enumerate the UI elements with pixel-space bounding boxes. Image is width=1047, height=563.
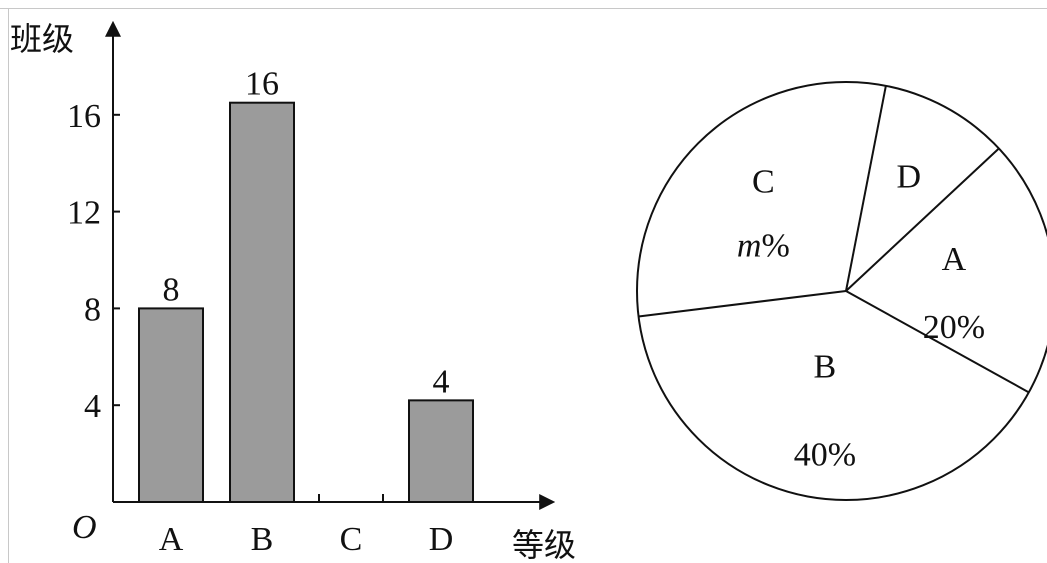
frame-left-border bbox=[8, 8, 9, 563]
pie-slice-D bbox=[845, 147, 1000, 292]
pie-value-B: 40% bbox=[794, 437, 856, 474]
y-tick-label: 4 bbox=[84, 388, 101, 425]
y-tick-label: 12 bbox=[67, 195, 101, 232]
pie-slice-A bbox=[845, 290, 1030, 394]
data-label-B: 16 bbox=[245, 66, 279, 103]
pie-value-C: m% bbox=[737, 227, 790, 264]
x-tick-label-D: D bbox=[429, 521, 454, 558]
y-tick-label: 16 bbox=[67, 98, 101, 135]
pie-slice-borders bbox=[638, 85, 1030, 394]
bar-B bbox=[229, 101, 295, 503]
x-axis-label: 等级 bbox=[512, 526, 576, 563]
x-tick-label-B: B bbox=[251, 521, 274, 558]
bar-A bbox=[138, 307, 204, 503]
pie-label-D: D bbox=[897, 159, 922, 196]
pie-label-B: B bbox=[814, 349, 837, 386]
x-ticks: A B C D bbox=[159, 494, 454, 558]
pie-labels: A 20% D Cm% B 40% bbox=[737, 159, 985, 474]
bar-chart: 班级 等级 O 4 8 12 16 8 16 4 A B C D bbox=[10, 20, 576, 563]
bar-D bbox=[408, 399, 474, 503]
pie-value-A: 20% bbox=[923, 309, 985, 346]
pie-label-C: C bbox=[752, 163, 775, 200]
data-label-A: 8 bbox=[163, 271, 180, 308]
y-tick-label: 8 bbox=[84, 291, 101, 328]
origin-label: O bbox=[72, 509, 97, 546]
pie-outline bbox=[636, 81, 1047, 501]
data-label-D: 4 bbox=[433, 363, 450, 400]
pie-chart: A 20% D Cm% B 40% bbox=[636, 81, 1047, 501]
x-tick-label-C: C bbox=[340, 521, 363, 558]
frame-top-border bbox=[0, 8, 1047, 9]
pie-slice-B bbox=[638, 290, 847, 318]
y-ticks: 4 8 12 16 bbox=[67, 98, 120, 425]
y-axis-label: 班级 bbox=[10, 20, 74, 58]
x-tick-label-A: A bbox=[159, 521, 184, 558]
bars: 8 16 4 bbox=[138, 66, 474, 503]
pie-slice-C bbox=[845, 85, 887, 292]
pie-label-A: A bbox=[942, 241, 967, 278]
